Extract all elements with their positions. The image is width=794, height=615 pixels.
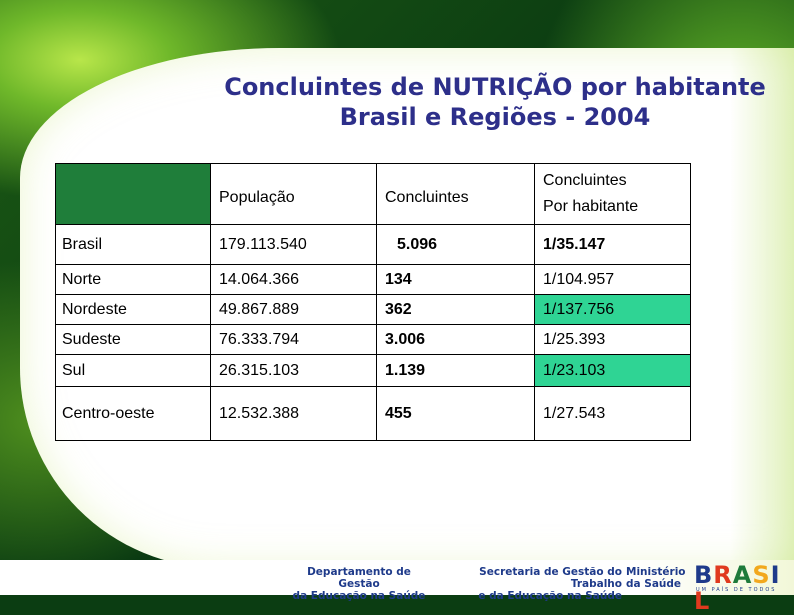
header-por-habitante: Concluintes Por habitante [534, 163, 691, 225]
cell-concluintes: 362 [376, 294, 535, 325]
cell-concluintes: 5.096 [376, 224, 535, 265]
cell-regiao: Sul [55, 354, 211, 387]
cell-populacao: 26.315.103 [210, 354, 377, 387]
table-row: Brasil 179.113.540 5.096 1/35.147 [55, 224, 691, 265]
header-populacao: População [210, 163, 377, 225]
cell-populacao: 49.867.889 [210, 294, 377, 325]
cell-concluintes: 1.139 [376, 354, 535, 387]
cell-por-habitante: 1/35.147 [534, 224, 691, 265]
cell-por-habitante: 1/137.756 [534, 294, 691, 325]
table-row: Sudeste 76.333.794 3.006 1/25.393 [55, 324, 691, 355]
data-table: População Concluintes Concluintes Por ha… [55, 163, 691, 441]
cell-populacao: 14.064.366 [210, 264, 377, 295]
slide-title: Concluintes de NUTRIÇÃO por habitante Br… [195, 72, 794, 132]
footer-bar [0, 560, 794, 595]
cell-regiao: Brasil [55, 224, 211, 265]
table-body: Brasil 179.113.540 5.096 1/35.147 Norte 14.06… [55, 224, 691, 441]
cell-regiao: Nordeste [55, 294, 211, 325]
table-header-row: População Concluintes Concluintes Por ha… [55, 163, 691, 225]
table-row: Centro-oeste 12.532.388 455 1/27.543 [55, 386, 691, 441]
cell-regiao: Sudeste [55, 324, 211, 355]
cell-por-habitante: 1/104.957 [534, 264, 691, 295]
cell-regiao: Centro-oeste [55, 386, 211, 441]
table-row: Norte 14.064.366 134 1/104.957 [55, 264, 691, 295]
cell-concluintes: 134 [376, 264, 535, 295]
title-line-1: Concluintes de NUTRIÇÃO por habitante [224, 73, 766, 101]
cell-concluintes: 3.006 [376, 324, 535, 355]
table-row: Nordeste 49.867.889 362 1/137.756 [55, 294, 691, 325]
table-row: Sul 26.315.103 1.139 1/23.103 [55, 354, 691, 387]
cell-por-habitante: 1/23.103 [534, 354, 691, 387]
brasil-logo-subtitle: UM PAÍS DE TODOS [696, 587, 777, 593]
title-line-2: Brasil e Regiões - 2004 [339, 103, 651, 131]
cell-populacao: 12.532.388 [210, 386, 377, 441]
cell-por-habitante: 1/27.543 [534, 386, 691, 441]
cell-populacao: 179.113.540 [210, 224, 377, 265]
footer-secretaria: Secretaria de Gestão do Trabalho e da Ed… [478, 566, 622, 602]
cell-regiao: Norte [55, 264, 211, 295]
header-blank-cell [55, 163, 211, 225]
cell-populacao: 76.333.794 [210, 324, 377, 355]
footer-ministerio: Ministério da Saúde [626, 566, 686, 590]
header-concluintes: Concluintes [376, 163, 535, 225]
cell-por-habitante: 1/25.393 [534, 324, 691, 355]
cell-concluintes: 455 [376, 386, 535, 441]
footer-dept: Departamento de Gestão da Educação na Sa… [292, 566, 426, 602]
